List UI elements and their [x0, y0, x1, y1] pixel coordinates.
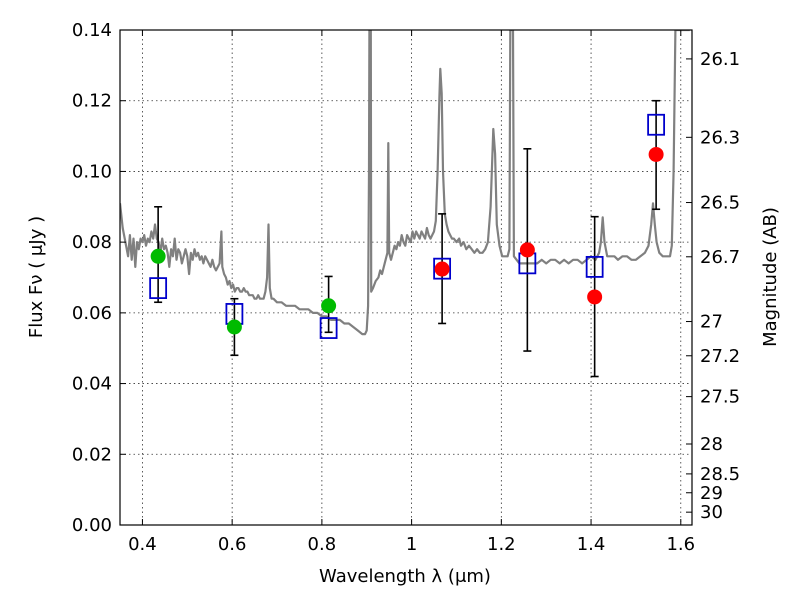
x-tick-label: 0.4: [128, 534, 157, 555]
y2-tick-label: 26.3: [700, 127, 740, 148]
y2-axis-title: Magnitude (AB): [760, 207, 781, 347]
spectrum-line: [120, 30, 690, 336]
data-points: [149, 99, 666, 378]
y-tick-label: 0.06: [72, 303, 112, 324]
y2-tick-label: 27.2: [700, 346, 740, 367]
model-square-point: [433, 257, 452, 280]
x-tick-label: 1: [406, 534, 417, 555]
y-tick-label: 0.00: [72, 515, 112, 536]
observed-point: [434, 261, 450, 277]
y2-tick-label: 30: [700, 502, 723, 523]
y2-tick-label: 26.5: [700, 193, 740, 214]
grid-lines: [120, 29, 692, 526]
y-tick-label: 0.08: [72, 232, 112, 253]
y2-tick-label: 26.7: [700, 247, 740, 268]
y2-tick-label: 28: [700, 434, 723, 455]
plot-frame: [119, 29, 693, 526]
axes: 0.4 0.6 0.8 1 1.2 1.4 1.6 0.00 0.02 0.04 0.06 0.08 0…: [72, 20, 740, 555]
observed-point: [321, 298, 337, 314]
x-tick-label: 0.8: [308, 534, 337, 555]
x-tick-label: 1.2: [487, 534, 516, 555]
y2-tick-label: 28.5: [700, 464, 740, 485]
y-tick-label: 0.10: [72, 161, 112, 182]
observed-point: [648, 146, 664, 162]
y-tick-label: 0.04: [72, 374, 112, 395]
y-axis-title: Flux Fν ( μJy ): [26, 216, 47, 338]
model-square-point: [149, 277, 168, 300]
model-square-point: [647, 113, 666, 136]
x-axis-title: Wavelength λ (μm): [319, 566, 491, 587]
observed-point: [226, 319, 242, 335]
model-square-point: [585, 255, 604, 278]
y2-tick-label: 26.1: [700, 49, 740, 70]
y2-tick-label: 27: [700, 312, 723, 333]
y2-tick-label: 29: [700, 483, 723, 504]
y2-tick-label: 27.5: [700, 387, 740, 408]
y-tick-label: 0.12: [72, 91, 112, 112]
x-tick-label: 1.4: [577, 534, 606, 555]
y-tick-label: 0.14: [72, 20, 112, 41]
x-tick-label: 0.6: [218, 534, 247, 555]
observed-point: [519, 242, 535, 258]
model-square-point: [319, 317, 338, 339]
x-tick-label: 1.6: [666, 534, 695, 555]
y-tick-label: 0.02: [72, 444, 112, 465]
observed-point: [587, 289, 603, 305]
observed-point: [150, 248, 166, 264]
spectrum-series: [120, 30, 690, 336]
